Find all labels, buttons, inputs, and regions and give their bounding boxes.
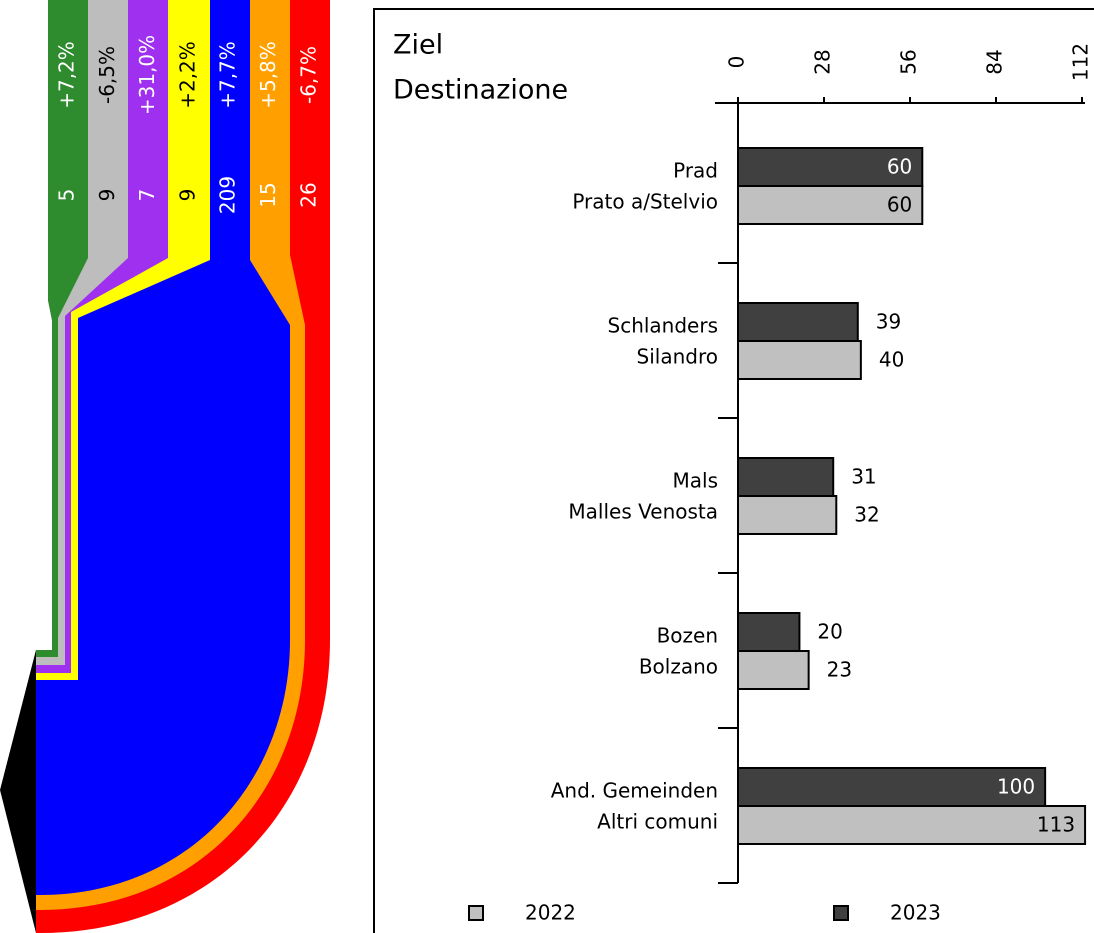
bar bbox=[737, 457, 835, 497]
y-tick-label: Schlanders bbox=[608, 314, 719, 338]
y-tick-label: Altri comuni bbox=[597, 810, 718, 834]
bar bbox=[737, 612, 801, 652]
bar bbox=[737, 767, 1047, 807]
band-value: 9 bbox=[175, 189, 199, 202]
value-label: 60 bbox=[887, 155, 912, 179]
bar bbox=[737, 185, 924, 225]
x-tick-label: 56 bbox=[897, 49, 921, 74]
flow-arrow bbox=[0, 650, 36, 933]
y-tick-label: Prad bbox=[673, 159, 718, 183]
bar bbox=[737, 302, 859, 342]
band-value: 15 bbox=[256, 182, 280, 207]
band-change: +7,7% bbox=[216, 41, 240, 109]
band-value: 209 bbox=[216, 176, 240, 214]
value-label: 100 bbox=[997, 775, 1035, 799]
band-value: 5 bbox=[55, 189, 79, 202]
x-tick-label: 84 bbox=[983, 49, 1007, 74]
legend-label: 2022 bbox=[525, 901, 576, 925]
value-label: 32 bbox=[854, 503, 879, 527]
x-tick-label: 28 bbox=[811, 49, 835, 74]
band-change: +7,2% bbox=[55, 41, 79, 109]
legend-swatch bbox=[468, 905, 484, 921]
value-label: 39 bbox=[876, 310, 901, 334]
band-value: 26 bbox=[296, 182, 320, 207]
band-value: 7 bbox=[135, 189, 159, 202]
bar bbox=[737, 805, 1087, 845]
chart-subtitle: Destinazione bbox=[393, 75, 568, 106]
chart-frame bbox=[373, 8, 1094, 933]
bar bbox=[737, 495, 838, 535]
y-tick-label: Bozen bbox=[657, 624, 718, 648]
flow-band bbox=[36, 0, 88, 657]
x-tick-label: 112 bbox=[1069, 43, 1093, 81]
bar bbox=[737, 340, 862, 380]
y-tick-label: Mals bbox=[673, 469, 719, 493]
y-tick-label: Silandro bbox=[637, 345, 718, 369]
legend-swatch bbox=[833, 905, 849, 921]
value-label: 113 bbox=[1037, 813, 1075, 837]
band-change: +5,8% bbox=[256, 41, 280, 109]
y-tick-label: Bolzano bbox=[639, 655, 718, 679]
band-change: -6,7% bbox=[296, 46, 320, 104]
y-tick-label: Malles Venosta bbox=[568, 500, 718, 524]
value-label: 60 bbox=[887, 193, 912, 217]
band-change: -6,5% bbox=[95, 46, 119, 104]
y-tick-label: Prato a/Stelvio bbox=[572, 190, 718, 214]
y-tick-label: And. Gemeinden bbox=[551, 779, 718, 803]
value-label: 40 bbox=[879, 348, 904, 372]
band-value: 9 bbox=[95, 189, 119, 202]
band-change: +2,2% bbox=[175, 41, 199, 109]
legend-label: 2023 bbox=[890, 901, 941, 925]
x-tick-label: 0 bbox=[725, 56, 749, 69]
band-change: +31,0% bbox=[135, 35, 159, 115]
value-label: 31 bbox=[851, 465, 876, 489]
chart-title: Ziel bbox=[393, 30, 443, 61]
value-label: 23 bbox=[827, 658, 852, 682]
flow-diagram: 5 +7,2% 9 -6,5% 7 +31,0% 9 +2,2% 209 +7,7% 15 +5,8%… bbox=[0, 0, 330, 933]
bar bbox=[737, 650, 810, 690]
value-label: 20 bbox=[817, 620, 842, 644]
